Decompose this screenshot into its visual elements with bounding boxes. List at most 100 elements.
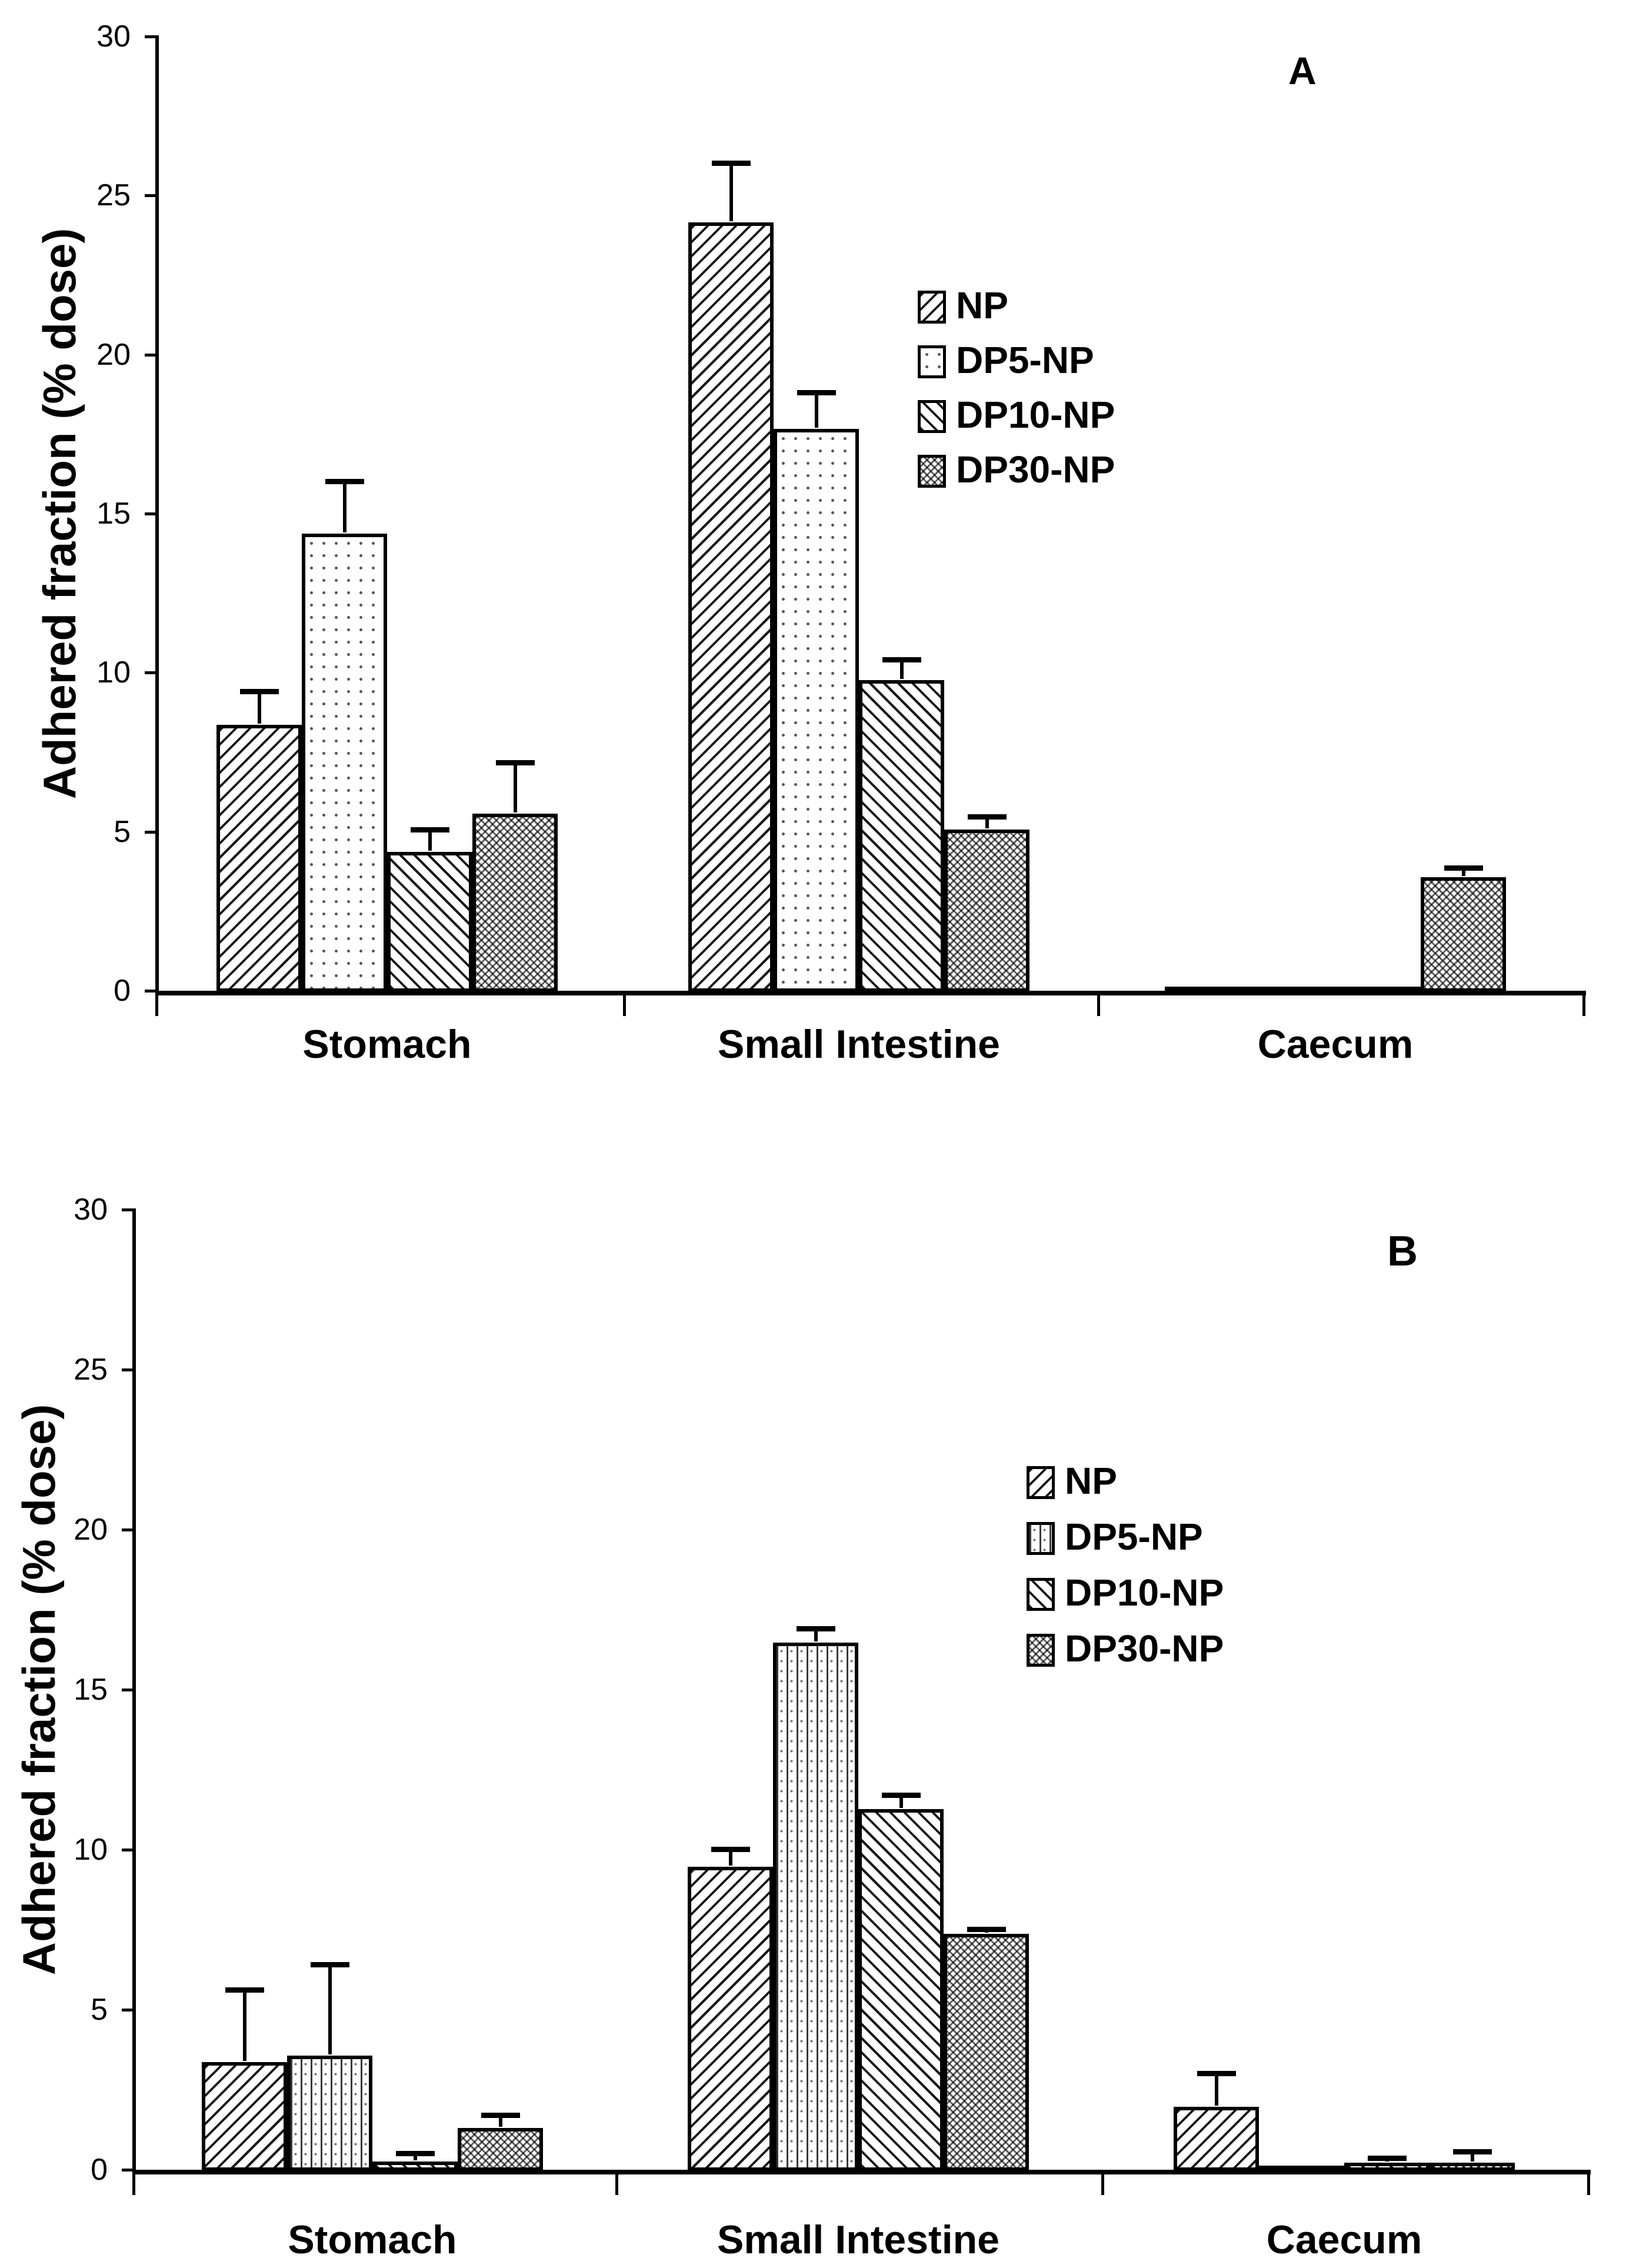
bar-B-stomach-dp30-np: [458, 2127, 543, 2171]
x-tick-mark: [1101, 2174, 1104, 2195]
bar-A-caecum-dp10-np: [1335, 987, 1421, 994]
legend-swatch-dp5-np: [918, 345, 946, 378]
bar-B-stomach-dp5-np: [287, 2056, 372, 2171]
error-bar-cap: [1367, 2155, 1407, 2161]
error-bar-line: [814, 392, 818, 428]
error-bar-cap: [881, 1792, 921, 1798]
bar-A-stomach-dp30-np: [472, 814, 558, 992]
panel-letter: A: [1288, 49, 1317, 92]
bar-A-caecum-np: [1165, 987, 1250, 994]
bar-A-stomach-dp5-np: [302, 534, 387, 992]
error-bar-cap: [495, 760, 535, 766]
error-bar-cap: [796, 1626, 835, 1631]
category-label: Small Intestine: [717, 2217, 999, 2262]
legend-swatch-dp10-np: [918, 400, 946, 433]
bar-B-caecum-dp10-np: [1344, 2163, 1430, 2171]
y-tick-mark: [122, 1368, 132, 1371]
legend-label: NP: [1065, 1460, 1117, 1502]
error-bar-line: [413, 2153, 417, 2160]
x-tick-mark: [1097, 995, 1100, 1016]
y-tick-label: 0: [91, 2153, 108, 2187]
bar-A-caecum-dp5-np: [1250, 987, 1335, 994]
error-bar-cap: [711, 1847, 750, 1852]
legend-label: DP5-NP: [1065, 1516, 1203, 1558]
y-tick-mark: [145, 671, 155, 675]
legend-label: DP10-NP: [1065, 1571, 1224, 1614]
y-tick-mark: [145, 353, 155, 357]
y-axis-line: [155, 35, 159, 995]
y-tick-mark: [122, 1688, 132, 1691]
error-bar-line: [1470, 2152, 1474, 2162]
bar-B-small-intestine-dp30-np: [944, 1934, 1029, 2171]
y-tick-label: 25: [74, 1353, 108, 1387]
bar-B-caecum-np: [1174, 2107, 1259, 2171]
y-tick-mark: [145, 830, 155, 834]
bar-B-stomach-dp10-np: [372, 2161, 458, 2171]
error-bar-cap: [481, 2112, 520, 2118]
y-tick-mark: [122, 1208, 132, 1211]
error-bar-line: [513, 763, 517, 813]
bar-B-caecum-dp5-np: [1259, 2166, 1344, 2173]
error-bar-line: [899, 1795, 903, 1809]
legend-swatch-dp5-np: [1027, 1522, 1055, 1555]
error-bar-line: [1214, 2073, 1218, 2106]
category-label: Caecum: [1257, 1022, 1414, 1067]
y-tick-label: 25: [96, 178, 131, 213]
y-axis-title: Adhered fraction (% dose): [13, 1404, 65, 1976]
bar-A-small-intestine-dp5-np: [774, 429, 859, 992]
error-bar-cap: [1452, 2149, 1492, 2155]
y-tick-label: 5: [91, 1993, 108, 2027]
error-bar-line: [428, 830, 432, 851]
legend-label: DP5-NP: [956, 339, 1094, 381]
bar-B-stomach-np: [202, 2062, 287, 2171]
category-label: Stomach: [288, 2217, 457, 2262]
legend-swatch-np: [918, 291, 946, 324]
y-tick-mark: [145, 194, 155, 198]
legend-label: DP10-NP: [956, 394, 1115, 436]
y-tick-label: 20: [96, 337, 131, 372]
category-label: Small Intestine: [718, 1022, 1000, 1067]
error-bar-line: [328, 1964, 332, 2055]
error-bar-line: [728, 1850, 732, 1866]
category-label: Stomach: [302, 1022, 472, 1067]
error-bar-cap: [225, 1987, 264, 1993]
y-tick-label: 15: [96, 497, 131, 531]
x-tick-mark: [132, 2174, 135, 2195]
y-tick-mark: [145, 35, 155, 38]
error-bar-line: [498, 2115, 502, 2127]
error-bar-line: [1461, 868, 1465, 877]
legend-swatch-dp30-np: [918, 455, 946, 488]
y-tick-label: 15: [74, 1673, 108, 1707]
y-tick-mark: [145, 990, 155, 993]
error-bar-line: [985, 817, 989, 829]
error-bar-cap: [967, 814, 1007, 820]
x-axis-line: [132, 2170, 1591, 2174]
x-tick-mark: [623, 995, 626, 1016]
error-bar-cap: [395, 2150, 435, 2156]
legend-swatch-np: [1027, 1466, 1055, 1499]
bar-A-stomach-np: [216, 724, 302, 992]
y-tick-label: 10: [74, 1833, 108, 1867]
y-tick-label: 10: [96, 655, 131, 690]
error-bar-cap: [882, 657, 921, 662]
category-label: Caecum: [1266, 2217, 1422, 2262]
y-tick-mark: [122, 2169, 132, 2172]
error-bar-line: [342, 481, 346, 533]
y-tick-mark: [122, 1849, 132, 1851]
x-tick-mark: [615, 2174, 618, 2195]
bar-B-small-intestine-dp10-np: [858, 1809, 944, 2171]
x-tick-mark: [1587, 2174, 1590, 2195]
y-axis-title: Adhered fraction (% dose): [34, 228, 85, 800]
legend-label: NP: [956, 284, 1008, 327]
legend-label: DP30-NP: [1065, 1627, 1224, 1670]
y-tick-mark: [122, 1528, 132, 1531]
x-tick-mark: [1582, 995, 1585, 1016]
bar-B-caecum-dp30-np: [1430, 2163, 1515, 2171]
bar-A-small-intestine-np: [688, 222, 774, 992]
y-tick-mark: [145, 512, 155, 515]
error-bar-line: [257, 691, 261, 724]
y-axis-line: [132, 1208, 136, 2174]
y-tick-label: 20: [74, 1513, 108, 1547]
error-bar-line: [814, 1628, 818, 1642]
